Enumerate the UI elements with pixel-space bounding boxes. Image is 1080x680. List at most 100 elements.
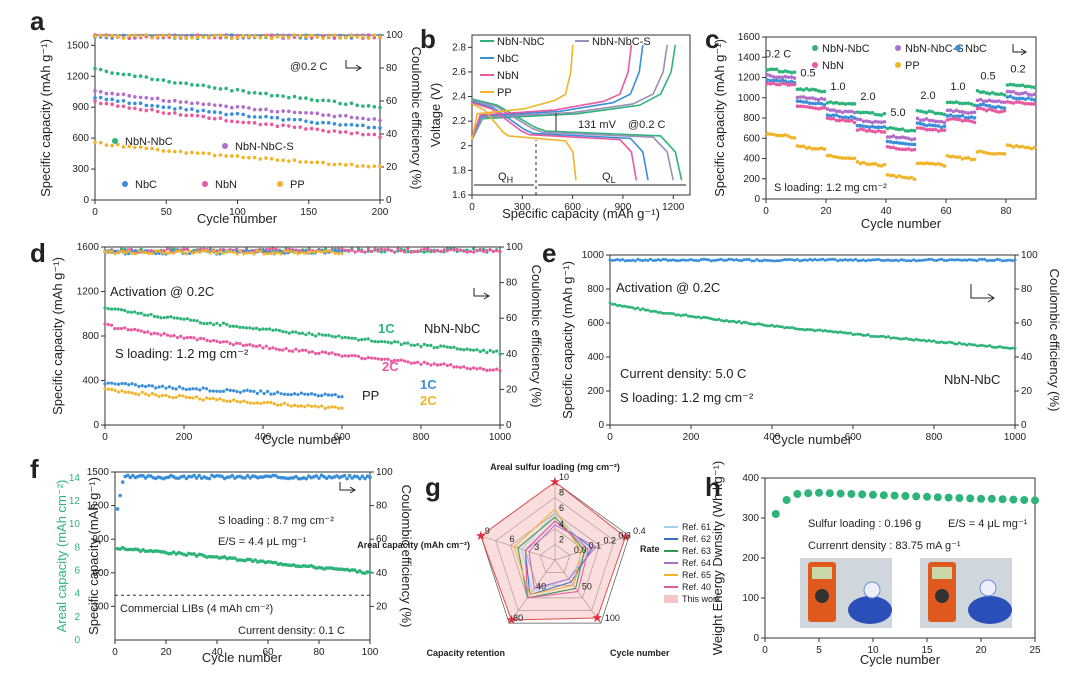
panel-e-capacity-point <box>1000 345 1004 349</box>
panel-c-point <box>921 126 926 131</box>
panel-c-point <box>822 105 827 110</box>
panel-d-series-point <box>314 334 318 338</box>
panel-d-series-point <box>269 400 273 405</box>
panel-e-ce-point <box>1010 259 1014 263</box>
panel-c-point <box>840 110 845 115</box>
panel-b-xlabel: Specific capacity (mAh g⁻¹) <box>502 206 660 221</box>
panel-c-rate-label: 5.0 <box>890 107 905 119</box>
panel-d-series-ce-point <box>455 247 459 252</box>
panel-e-ce-point <box>737 259 741 263</box>
panel-c-point <box>888 145 893 150</box>
panel-e-ce-point <box>656 258 660 262</box>
panel-d-series-point <box>251 327 255 331</box>
panel-a-nbn-nbc-point <box>361 104 365 108</box>
panel-d-series-point <box>171 386 175 390</box>
legend-label: NbN-NbC <box>822 43 870 55</box>
panel-c-point <box>801 95 806 99</box>
panel-e-capacity-point <box>643 308 647 312</box>
panel-e-ce-point <box>702 257 706 261</box>
panel-d-series-point <box>162 316 166 320</box>
panel-a-pp-ce-point <box>190 35 194 40</box>
panel-c-point <box>1011 83 1016 87</box>
panel-c-point <box>885 135 890 139</box>
panel-e-capacity-point <box>924 339 928 343</box>
panel-a-pp-point <box>93 140 97 144</box>
panel-c-point <box>933 127 938 132</box>
panel-c-point <box>840 118 845 122</box>
panel-a-nbc-point <box>372 125 377 130</box>
panel-c-point <box>921 161 926 166</box>
panel-e-capacity-point <box>621 304 625 308</box>
panel-e-capacity-point <box>907 337 911 341</box>
panel-c-point <box>828 116 833 121</box>
panel-d-series-point <box>181 386 185 391</box>
panel-e-ce-point <box>902 258 906 262</box>
panel-d-series-ce-point <box>429 248 433 252</box>
panel-d-series-point <box>498 368 502 373</box>
panel-d-series-point <box>232 389 236 393</box>
panel-c-point <box>900 175 905 180</box>
panel-c-point <box>951 100 956 105</box>
panel-c-point <box>777 79 782 83</box>
panel-a-nbn-nbc-point <box>133 74 137 79</box>
panel-c-point <box>903 141 908 146</box>
panel-c-point <box>1023 97 1028 101</box>
panel-a-nbn-point <box>247 120 251 125</box>
panel-f-ce-point <box>271 473 275 478</box>
panel-h-point <box>912 492 921 501</box>
panel-a-pp-ce-point <box>258 35 263 40</box>
panel-d-series-point <box>238 390 243 395</box>
panel-c-point <box>822 89 827 94</box>
panel-e-capacity-point <box>919 339 923 343</box>
panel-d-series-point <box>491 350 496 354</box>
panel-d-series-point <box>320 350 324 354</box>
panel-c-point <box>963 156 968 160</box>
panel-a-nbn-nbc-point <box>184 81 188 86</box>
panel-a-nbc-point <box>133 101 137 106</box>
panel-e-ce-point <box>750 259 754 263</box>
panel-c-point <box>864 124 869 129</box>
panel-d-series-point <box>103 322 107 326</box>
panel-c-point <box>981 107 986 111</box>
panel-d-series-point <box>425 362 430 366</box>
panel-e-capacity-point <box>980 343 984 347</box>
panel-c-point <box>933 123 938 128</box>
panel-d-series-ce-point <box>120 250 124 254</box>
panel-e-ce-point <box>826 258 830 262</box>
panel-c-point <box>804 104 809 109</box>
panel-e-capacity-point <box>955 342 959 346</box>
panel-a-nbn-nbc-point <box>338 101 342 106</box>
panel-a-nbn-nbc-s-point <box>287 109 291 114</box>
panel-d-series-point <box>228 324 232 328</box>
panel-e-capacity-point <box>795 327 799 331</box>
panel-c-point <box>1020 144 1025 149</box>
panel-c-point <box>780 81 785 86</box>
y2-tick-label: 0 <box>386 195 392 206</box>
panel-c-point <box>930 128 935 132</box>
panel-e-capacity-point <box>881 334 885 338</box>
panel-d-series-ce-point <box>238 249 243 253</box>
panel-c-point <box>780 75 785 80</box>
panel-c-point <box>777 75 782 80</box>
panel-e-ce-point <box>874 258 878 262</box>
panel-d-series-ce-point <box>221 251 226 255</box>
panel-a-nbn-nbc-point <box>138 74 143 78</box>
panel-c-point <box>909 175 914 180</box>
panel-c-point <box>861 160 866 165</box>
panel-f-ce-point <box>125 473 130 478</box>
panel-d-series-point <box>267 347 272 351</box>
panel-d-series-point <box>235 341 239 345</box>
panel-a-nbn-point <box>252 121 257 125</box>
panel-e-ce-point <box>775 259 779 263</box>
panel-d-series-point <box>113 307 117 311</box>
panel-a-nbn-point <box>98 101 103 106</box>
panel-a-pp-ce-point <box>378 35 382 39</box>
panel-e-ce-point <box>871 258 875 262</box>
panel-d-series-point <box>393 340 397 344</box>
panel-c-point <box>990 152 995 156</box>
panel-f-ce-point <box>342 473 347 478</box>
panel-c-point <box>771 78 776 83</box>
panel-e-ce-point <box>907 259 911 263</box>
panel-c-point <box>1029 93 1034 97</box>
panel-d-series-ce-point <box>393 250 397 254</box>
